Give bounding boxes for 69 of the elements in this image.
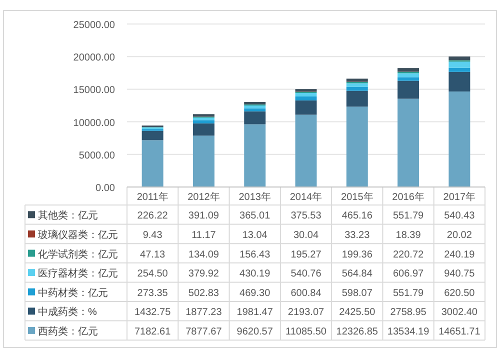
y-tick-label: 10000.00 [73,118,116,129]
data-label: 199.36 [342,249,373,260]
data-label: 11.17 [192,230,216,241]
x-tick-label: 2014年 [290,191,322,203]
data-label: 365.01 [240,210,271,222]
data-label: 1981.47 [236,307,274,318]
data-label: 3002.40 [441,307,478,318]
legend-label: 化学试剂类：亿元 [38,248,118,260]
data-label: 430.19 [240,268,271,280]
data-label: 551.79 [392,288,424,299]
data-label: 30.04 [293,230,319,241]
x-tick-label: 2012年 [188,191,220,203]
data-label: 1432.75 [134,307,172,318]
data-label: 540.43 [444,210,476,222]
y-tick-label: 15000.00 [73,85,116,96]
x-tick-label: 2013年 [238,191,271,203]
data-label: 469.30 [240,288,271,299]
y-tick-label: 5000.00 [78,150,116,162]
data-label: 11085.50 [286,326,327,338]
data-label: 254.50 [137,268,168,280]
y-tick-label: 25000.00 [73,20,116,31]
data-label: 620.50 [444,288,476,299]
data-label: 33.23 [344,230,370,241]
data-label: 226.22 [137,210,168,222]
data-label: 502.83 [188,288,220,299]
data-label: 156.43 [240,249,271,260]
data-label: 540.76 [290,268,322,280]
x-tick-label: 2011年 [136,191,168,203]
data-label: 7182.61 [134,326,172,338]
data-label: 9.43 [142,230,163,241]
data-label: 13.04 [242,230,268,241]
x-tick-label: 2015年 [341,191,374,203]
legend-label: 中成药类：% [38,306,97,318]
data-label: 9620.57 [236,326,274,338]
data-label: 2193.07 [288,307,325,318]
data-label: 2425.50 [339,307,376,318]
x-tick-label: 2017年 [443,191,476,203]
legend-label: 西药类：亿元 [38,325,98,338]
data-label: 14651.71 [438,326,481,338]
data-label: 13534.19 [387,326,430,338]
y-tick-label: 20000.00 [73,52,116,64]
legend-label: 中药材类：亿元 [38,286,108,299]
data-label: 195.27 [290,249,322,260]
data-label: 379.92 [188,268,220,280]
data-label: 12326.85 [336,326,378,338]
data-label: 375.53 [290,210,322,222]
data-label: 240.19 [444,249,476,260]
x-tick-label: 2016年 [392,191,424,203]
legend-label: 其他类：亿元 [38,210,98,222]
data-label: 606.97 [392,268,424,280]
data-label: 564.84 [342,268,373,280]
data-label: 20.02 [446,230,472,241]
legend-label: 玻璃仪器类：亿元 [38,228,118,241]
data-label: 600.84 [290,288,322,299]
legend-label: 医疗器材类：亿元 [38,268,118,280]
data-label: 940.75 [444,268,476,280]
data-label: 220.72 [392,249,424,260]
data-label: 2758.95 [390,307,427,318]
data-label: 134.09 [188,249,220,260]
y-tick-label: 0.00 [96,183,116,194]
data-label: 551.79 [392,210,424,222]
data-label: 7877.67 [186,326,222,338]
data-label: 391.09 [188,210,220,222]
data-label: 18.39 [396,230,422,241]
data-label: 598.07 [342,288,373,299]
data-label: 465.16 [342,210,373,222]
data-label: 273.35 [137,288,168,299]
data-label: 1877.23 [186,307,222,318]
data-label: 47.13 [140,249,166,260]
